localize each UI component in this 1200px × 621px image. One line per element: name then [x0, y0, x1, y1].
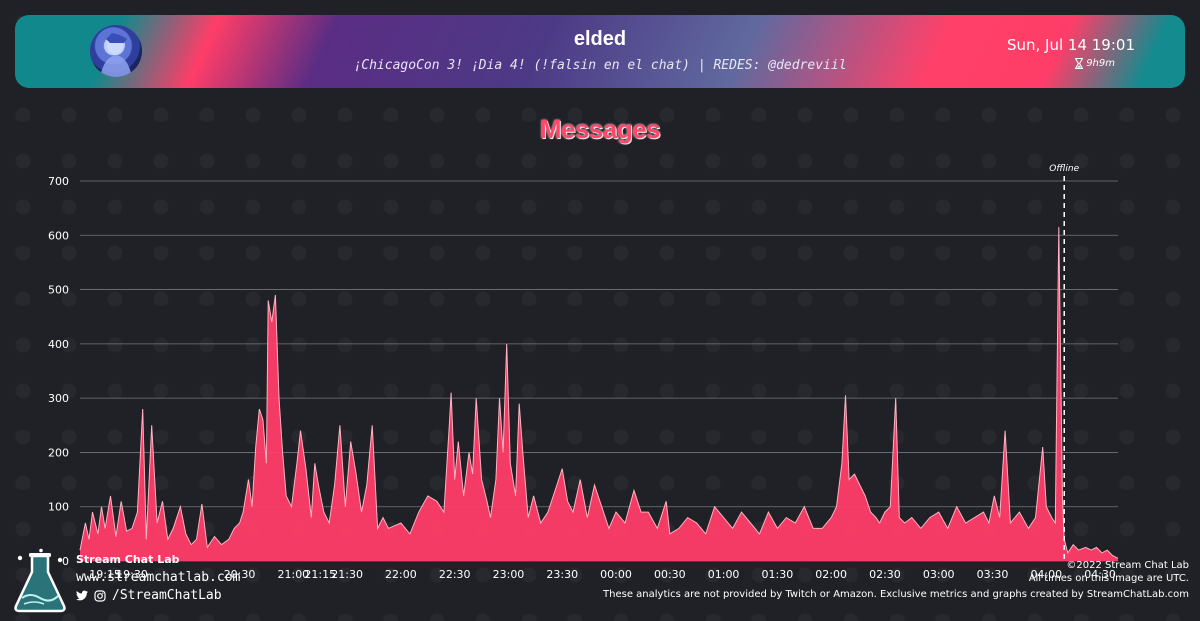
x-tick-label: 20:30	[224, 568, 256, 581]
x-tick-label: 19:30	[116, 568, 148, 581]
x-tick-label: 21:30	[331, 568, 363, 581]
y-tick-label: 500	[48, 284, 69, 297]
stream-title: ¡ChicagoCon 3! ¡Dia 4! (!falsin en el ch…	[353, 58, 847, 73]
x-tick-label: 21:15	[304, 568, 336, 581]
stream-duration: 9h9m	[1075, 58, 1115, 69]
x-tick-label: 23:30	[546, 568, 578, 581]
offline-annotation-label: Offline	[1049, 164, 1079, 174]
instagram-icon[interactable]	[94, 589, 106, 602]
x-tick-label: 01:00	[708, 568, 740, 581]
messages-line	[79, 227, 1119, 559]
stream-date: Sun, Jul 14 19:01	[1006, 36, 1135, 54]
chart-title: Messages	[539, 114, 661, 144]
y-tick-label: 300	[48, 392, 69, 405]
annotations: Offline	[1049, 164, 1080, 561]
social-handle[interactable]: /StreamChatLab	[112, 588, 222, 603]
stream-header: elded ¡ChicagoCon 3! ¡Dia 4! (!falsin en…	[15, 15, 1185, 88]
x-tick-label: 21:00	[277, 568, 309, 581]
footer-disclaimer: These analytics are not provided by Twit…	[603, 589, 1189, 600]
x-tick-label: 04:00	[1030, 568, 1062, 581]
channel-avatar	[90, 25, 142, 77]
hourglass-icon	[1075, 58, 1084, 69]
x-tick-label: 02:30	[869, 568, 901, 581]
duration-text: 9h9m	[1086, 58, 1115, 69]
x-tick-label: 19:15	[89, 568, 121, 581]
x-tick-label: 00:30	[654, 568, 686, 581]
footer-site-link[interactable]: www.streamchatlab.com	[76, 570, 241, 585]
y-tick-label: 200	[48, 446, 69, 459]
x-tick-label: 22:00	[385, 568, 417, 581]
x-tick-label: 02:00	[815, 568, 847, 581]
footer-copyright: ©2022 Stream Chat Lab	[1066, 560, 1189, 571]
y-tick-label: 600	[48, 229, 69, 242]
avatar-figure-icon	[100, 33, 132, 77]
x-tick-label: 03:30	[977, 568, 1009, 581]
x-tick-label: 03:00	[923, 568, 955, 581]
channel-name: elded	[573, 28, 627, 50]
x-tick-label: 01:30	[762, 568, 794, 581]
messages-area	[80, 227, 1118, 561]
y-axis-ticks: 0 100 200 300 400 500 600 700	[48, 175, 69, 568]
y-tick-label: 700	[48, 175, 69, 188]
x-tick-label: 00:00	[600, 568, 632, 581]
series-area-group	[79, 227, 1119, 561]
x-tick-label: 22:30	[439, 568, 471, 581]
y-tick-label: 0	[62, 555, 69, 568]
twitter-icon[interactable]	[76, 590, 88, 601]
footer-brand: Stream Chat Lab	[76, 553, 180, 566]
footer-social: /StreamChatLab	[76, 588, 222, 603]
footer-timezone-note: All times on this image are UTC.	[1028, 573, 1189, 584]
stream-chat-lab-logo-icon	[14, 548, 66, 613]
y-tick-label: 100	[48, 501, 69, 514]
y-tick-label: 400	[48, 338, 69, 351]
x-tick-label: 04:30	[1084, 568, 1116, 581]
x-tick-label: 23:00	[493, 568, 525, 581]
